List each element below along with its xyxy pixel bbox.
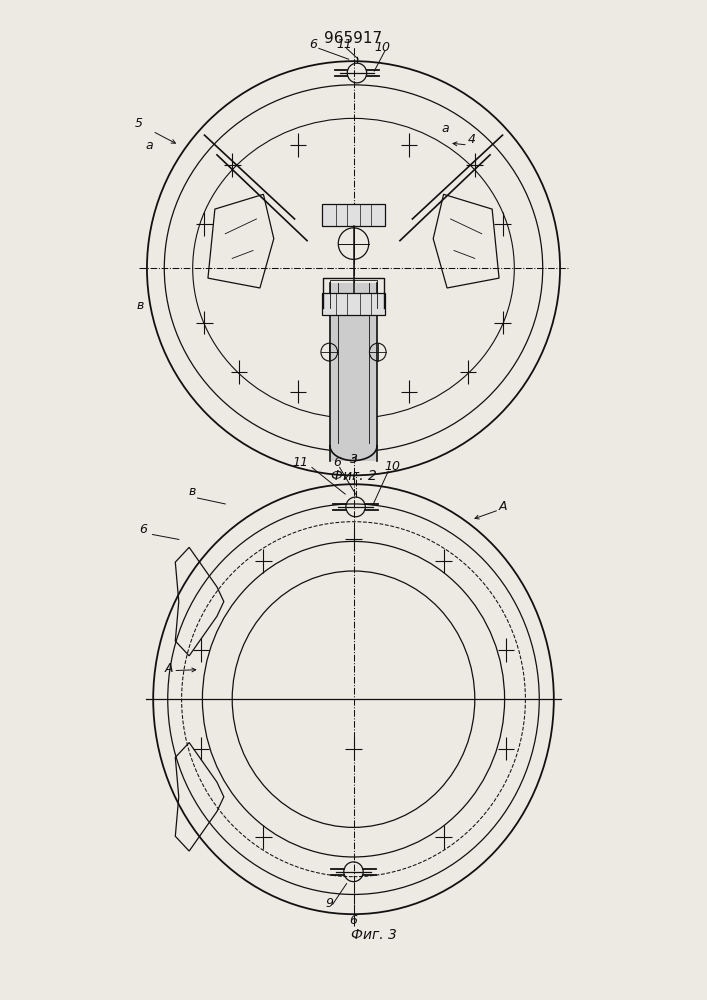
Text: 6: 6 — [334, 456, 341, 469]
Text: 4: 4 — [467, 133, 475, 146]
FancyBboxPatch shape — [322, 204, 385, 226]
Text: 11: 11 — [293, 456, 308, 469]
Text: в: в — [189, 485, 197, 498]
Text: 6: 6 — [349, 914, 358, 927]
Text: 5: 5 — [134, 117, 143, 130]
Text: А: А — [498, 500, 507, 513]
Text: 10: 10 — [385, 460, 401, 473]
Text: Фиг. 2: Фиг. 2 — [331, 469, 376, 483]
Text: 11: 11 — [337, 38, 353, 51]
Text: 10: 10 — [374, 41, 390, 54]
Text: а: а — [442, 122, 450, 135]
Text: а: а — [145, 139, 153, 152]
FancyBboxPatch shape — [322, 293, 385, 315]
Text: Фиг. 3: Фиг. 3 — [351, 928, 397, 942]
Text: 965917: 965917 — [325, 31, 382, 46]
Bar — [330, 283, 377, 461]
Text: 3: 3 — [349, 453, 358, 466]
Text: 6: 6 — [309, 38, 317, 51]
Text: А: А — [165, 662, 173, 675]
Text: 6: 6 — [139, 523, 147, 536]
Text: 9: 9 — [326, 897, 334, 910]
Text: в: в — [137, 299, 144, 312]
